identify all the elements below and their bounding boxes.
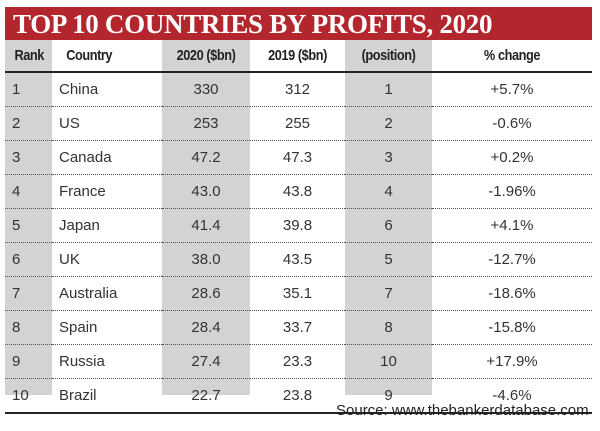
table-cell: 28.4	[162, 310, 250, 345]
table-cell: Australia	[52, 276, 162, 311]
table-cell: 7	[5, 276, 52, 311]
table-cell: 312	[250, 72, 345, 107]
table-cell: 2	[345, 106, 432, 141]
table-cell: France	[52, 174, 162, 209]
table-cell: 7	[345, 276, 432, 311]
table-cell: Japan	[52, 208, 162, 243]
table-row: 2 US 253 255 2 -0.6%	[5, 106, 592, 141]
table-cell: China	[52, 72, 162, 107]
table-cell: 3	[345, 140, 432, 175]
table-cell: -1.96%	[432, 174, 592, 209]
column-header: 2019 ($bn)	[257, 40, 338, 73]
table-cell: 23.8	[250, 378, 345, 414]
table-cell: 23.3	[250, 344, 345, 379]
table-cell: -4.6%	[432, 378, 592, 414]
column-header-label: 2019 ($bn)	[268, 47, 327, 64]
column-header-label: Rank	[14, 47, 44, 64]
table-cell: 4	[5, 174, 52, 209]
column-header-label: 2020 ($bn)	[176, 47, 236, 64]
table-cell: 28.6	[162, 276, 250, 311]
table-row: 4 France 43.0 43.8 4 -1.96%	[5, 174, 592, 209]
table-row: 8 Spain 28.4 33.7 8 -15.8%	[5, 310, 592, 345]
table-cell: +17.9%	[432, 344, 592, 379]
column-header: % change	[444, 40, 580, 73]
table-cell: +0.2%	[432, 140, 592, 175]
table-cell: 8	[345, 310, 432, 345]
table-cell: Canada	[52, 140, 162, 175]
table-cell: 1	[345, 72, 432, 107]
table-row: 3 Canada 47.2 47.3 3 +0.2%	[5, 140, 592, 175]
table-row: 10 Brazil 22.7 23.8 9 -4.6%	[5, 378, 592, 414]
column-header: (position)	[351, 40, 426, 73]
table-cell: 43.0	[162, 174, 250, 209]
table-cell: 47.2	[162, 140, 250, 175]
table-cell: US	[52, 106, 162, 141]
table-cell: 330	[162, 72, 250, 107]
table-cell: -0.6%	[432, 106, 592, 141]
column-header-label: % change	[483, 47, 541, 64]
source-note: Source: www.thebankerdatabase.com	[336, 402, 589, 419]
table-cell: 2	[5, 106, 52, 141]
table-cell: 1	[5, 72, 52, 107]
table-cell: 9	[5, 344, 52, 379]
table-cell: 8	[5, 310, 52, 345]
column-header: Country	[60, 40, 154, 73]
profits-table: Rank Country 2020 ($bn) 2019 ($bn) (position…	[5, 40, 592, 414]
table-cell: Brazil	[52, 378, 162, 414]
column-header: 2020 ($bn)	[168, 40, 244, 73]
table-row: 9 Russia 27.4 23.3 10 +17.9%	[5, 344, 592, 379]
table-cell: -18.6%	[432, 276, 592, 311]
table-cell: Russia	[52, 344, 162, 379]
table-cell: 5	[345, 242, 432, 277]
column-header-label: Country	[66, 47, 113, 64]
table-cell: 9	[345, 378, 432, 414]
table-cell: 47.3	[250, 140, 345, 175]
table-cell: 27.4	[162, 344, 250, 379]
table-cell: -12.7%	[432, 242, 592, 277]
table-cell: 253	[162, 106, 250, 141]
table-cell: 43.5	[250, 242, 345, 277]
table-cell: 6	[345, 208, 432, 243]
table-cell: 6	[5, 242, 52, 277]
table-cell: 255	[250, 106, 345, 141]
table-cell: +4.1%	[432, 208, 592, 243]
table-cell: 22.7	[162, 378, 250, 414]
table-title: TOP 10 COUNTRIES BY PROFITS, 2020	[5, 7, 592, 40]
table-cell: 5	[5, 208, 52, 243]
table-row: 5 Japan 41.4 39.8 6 +4.1%	[5, 208, 592, 243]
table-cell: 10	[5, 378, 52, 414]
table-cell: 3	[5, 140, 52, 175]
table-cell: 35.1	[250, 276, 345, 311]
table-cell: UK	[52, 242, 162, 277]
column-header-label: (position)	[361, 47, 416, 64]
table-cell: 43.8	[250, 174, 345, 209]
table-cell: 38.0	[162, 242, 250, 277]
table-row: 1 China 330 312 1 +5.7%	[5, 72, 592, 107]
table-cell: +5.7%	[432, 72, 592, 107]
table-cell: -15.8%	[432, 310, 592, 345]
column-header: Rank	[8, 40, 49, 73]
table-cell: 10	[345, 344, 432, 379]
table-row: 7 Australia 28.6 35.1 7 -18.6%	[5, 276, 592, 311]
table-cell: 4	[345, 174, 432, 209]
table-cell: 33.7	[250, 310, 345, 345]
table-cell: 39.8	[250, 208, 345, 243]
table-cell: 41.4	[162, 208, 250, 243]
table-cell: Spain	[52, 310, 162, 345]
table-row: 6 UK 38.0 43.5 5 -12.7%	[5, 242, 592, 277]
